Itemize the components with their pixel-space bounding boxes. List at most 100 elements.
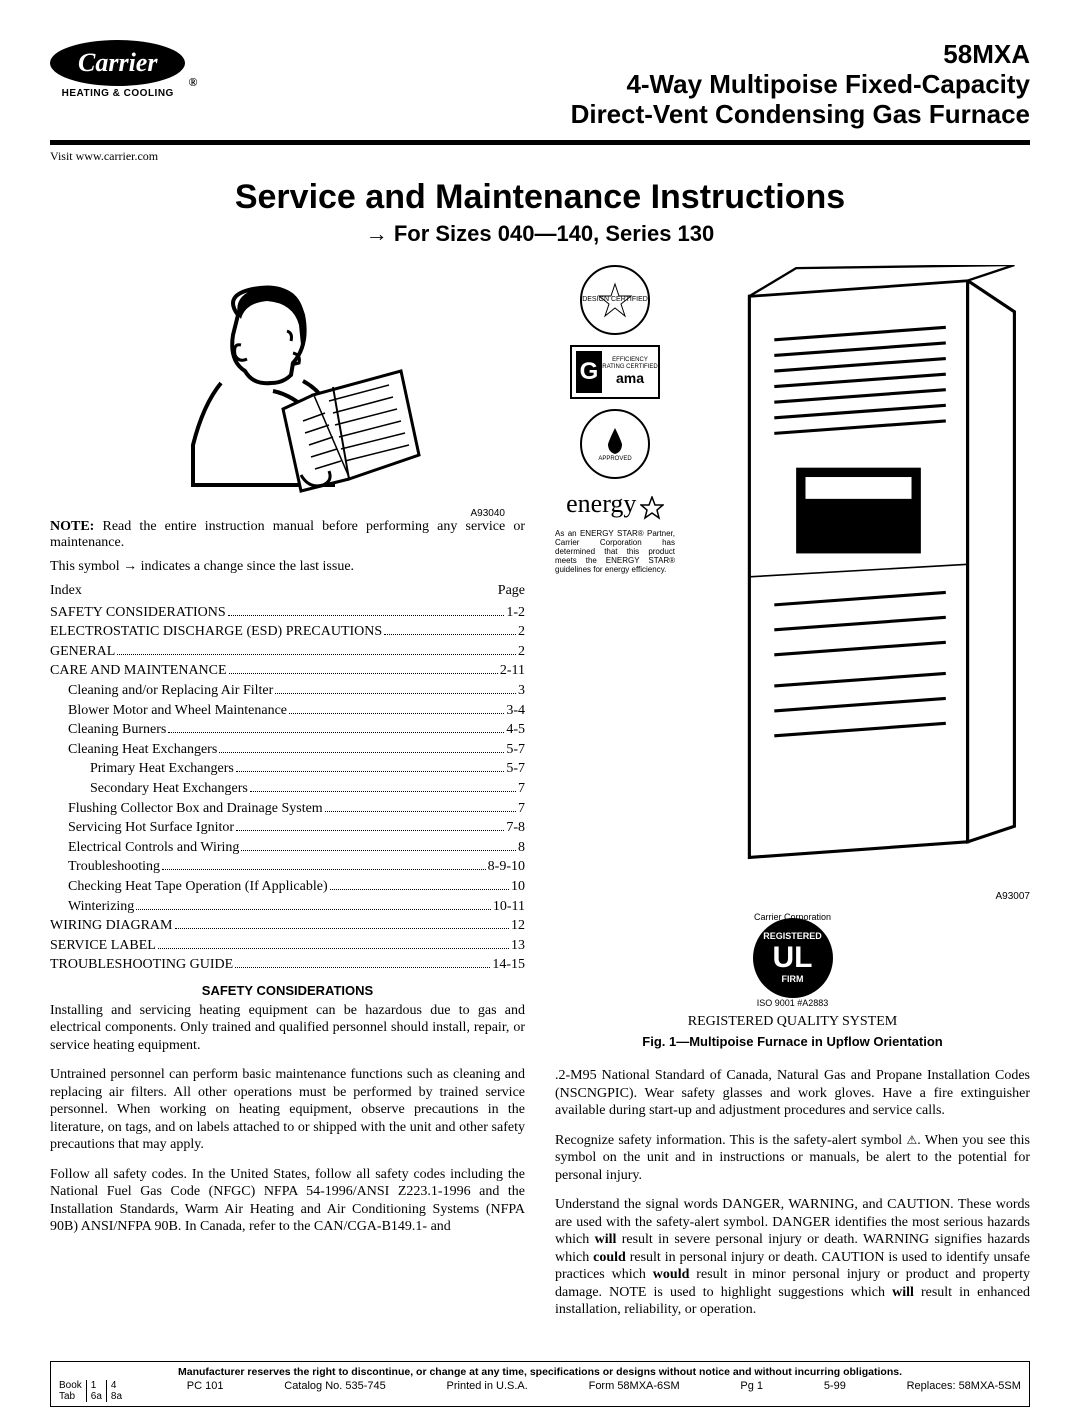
footer-disclaimer: Manufacturer reserves the right to disco… <box>59 1366 1021 1378</box>
toc-row: Primary Heat Exchangers 5-7 <box>50 759 525 779</box>
right-para-2a: Recognize safety information. This is th… <box>555 1133 906 1148</box>
toc-title: Blower Motor and Wheel Maintenance <box>68 701 287 721</box>
toc-page: 12 <box>511 916 525 936</box>
note-text: Read the entire instruction manual befor… <box>50 519 525 550</box>
toc-title: CARE AND MAINTENANCE <box>50 661 227 681</box>
toc-row: Troubleshooting8-9-10 <box>50 857 525 877</box>
toc-page: 13 <box>511 936 525 956</box>
product-line2: 4-Way Multipoise Fixed-Capacity <box>571 70 1030 100</box>
toc-title: GENERAL <box>50 642 115 662</box>
gama-g-icon: G <box>576 351 602 393</box>
footer-replaces: Replaces: 58MXA-5SM <box>907 1380 1021 1392</box>
design-certified-text: DESIGN CERTIFIED <box>582 296 648 303</box>
toc-page: 10-11 <box>493 897 525 917</box>
toc-page: 1-2 <box>506 603 525 623</box>
main-title: Service and Maintenance Instructions <box>50 178 1030 217</box>
toc-page: 8 <box>518 838 525 858</box>
product-line3: Direct-Vent Condensing Gas Furnace <box>571 100 1030 130</box>
toc-leader <box>236 820 504 831</box>
toc-row: Secondary Heat Exchangers7 <box>50 779 525 799</box>
design-certified-badge: DESIGN CERTIFIED <box>580 265 650 335</box>
gama-text: EFFICIENCY RATING CERTIFIED ama <box>602 357 658 386</box>
toc-page: 2 <box>518 622 525 642</box>
page-label: Page <box>498 583 525 599</box>
toc-page: 10 <box>511 877 525 897</box>
toc-title: Checking Heat Tape Operation (If Applica… <box>68 877 328 897</box>
header-rule <box>50 140 1030 145</box>
certification-badges: DESIGN CERTIFIED G EFFICIENCY RATING CER… <box>555 265 675 575</box>
toc-page: 14-15 <box>492 955 525 975</box>
sub-title: → For Sizes 040—140, Series 130 <box>50 221 1030 247</box>
toc-title: ELECTROSTATIC DISCHARGE (ESD) PRECAUTION… <box>50 622 382 642</box>
safety-para-2: Untrained personnel can perform basic ma… <box>50 1066 525 1154</box>
toc-page: 2 <box>518 642 525 662</box>
toc-leader <box>325 800 516 811</box>
note-label: NOTE: <box>50 519 94 534</box>
toc-row: Cleaning Heat Exchangers5-7 <box>50 740 525 760</box>
ul-arc-bottom: ISO 9001 #A2883 <box>555 998 1030 1008</box>
toc-row: SERVICE LABEL13 <box>50 936 525 956</box>
model-number: 58MXA <box>571 40 1030 70</box>
right-para-3: Understand the signal words DANGER, WARN… <box>555 1196 1030 1319</box>
footer-date: 5-99 <box>824 1380 846 1392</box>
toc-leader <box>162 859 486 870</box>
safety-para-3: Follow all safety codes. In the United S… <box>50 1166 525 1236</box>
toc-leader <box>168 722 504 733</box>
toc-leader <box>219 742 504 753</box>
toc-title: TROUBLESHOOTING GUIDE <box>50 955 233 975</box>
table-of-contents: SAFETY CONSIDERATIONS 1-2 ELECTROSTATIC DI… <box>50 603 525 975</box>
toc-title: Cleaning Heat Exchangers <box>68 740 217 760</box>
energy-star-note: As an ENERGY STAR® Partner, Carrier Corp… <box>555 530 675 574</box>
toc-page: 2-11 <box>500 661 525 681</box>
toc-row: TROUBLESHOOTING GUIDE 14-15 <box>50 955 525 975</box>
toc-page: 5-7 <box>506 759 525 779</box>
toc-leader <box>241 840 516 851</box>
ul-badge: REGISTERED UL FIRM <box>753 918 833 998</box>
brand-logo: Carrier ® HEATING & COOLING <box>50 40 185 99</box>
toc-title: Electrical Controls and Wiring <box>68 838 239 858</box>
note-paragraph: NOTE: Read the entire instruction manual… <box>50 519 525 551</box>
toc-title: Winterizing <box>68 897 134 917</box>
ul-badge-block: Carrier Corporation REGISTERED UL FIRM I… <box>555 912 1030 1008</box>
toc-leader <box>158 938 509 949</box>
toc-title: Cleaning and/or Replacing Air Filter <box>68 681 273 701</box>
ul-main: UL <box>773 941 813 975</box>
toc-leader <box>236 761 504 772</box>
visit-url: Visit www.carrier.com <box>50 149 1030 164</box>
furnace-diagram: A93007 <box>687 265 1030 903</box>
book-tab-cell: Book14 Tab6a8a <box>59 1380 126 1402</box>
toc-leader <box>289 702 504 713</box>
toc-page: 7 <box>518 799 525 819</box>
right-para-1: .2-M95 National Standard of Canada, Natu… <box>555 1067 1030 1120</box>
footer-catalog: Catalog No. 535-745 <box>284 1380 386 1392</box>
index-header: Index Page <box>50 583 525 599</box>
toc-title: WIRING DIAGRAM <box>50 916 173 936</box>
toc-title: Cleaning Burners <box>68 720 166 740</box>
toc-leader <box>175 918 510 929</box>
footer-pc: PC 101 <box>187 1380 224 1392</box>
toc-leader <box>228 604 505 615</box>
toc-row: Cleaning and/or Replacing Air Filter3 <box>50 681 525 701</box>
toc-leader <box>384 624 516 635</box>
toc-page: 3-4 <box>506 701 525 721</box>
footer-printed: Printed in U.S.A. <box>447 1380 528 1392</box>
toc-title: SAFETY CONSIDERATIONS <box>50 603 226 623</box>
toc-row: SAFETY CONSIDERATIONS 1-2 <box>50 603 525 623</box>
toc-page: 7-8 <box>506 818 525 838</box>
toc-row: Winterizing 10-11 <box>50 897 525 917</box>
footer-meta-row: Book14 Tab6a8a PC 101 Catalog No. 535-74… <box>59 1380 1021 1402</box>
registered-mark: ® <box>189 75 198 90</box>
toc-page: 7 <box>518 779 525 799</box>
toc-page: 4-5 <box>506 720 525 740</box>
toc-page: 8-9-10 <box>488 857 525 877</box>
furnace-code: A93007 <box>687 891 1030 902</box>
brand-name: Carrier <box>78 48 157 77</box>
toc-row: Checking Heat Tape Operation (If Applica… <box>50 877 525 897</box>
symbol-note: This symbol → indicates a change since t… <box>50 559 525 575</box>
two-column-layout: A93040 NOTE: Read the entire instruction… <box>50 265 1030 1331</box>
footer-box: Manufacturer reserves the right to disco… <box>50 1361 1030 1407</box>
toc-row: Servicing Hot Surface Ignitor7-8 <box>50 818 525 838</box>
toc-title: Primary Heat Exchangers <box>90 759 234 779</box>
approved-text: APPROVED <box>598 456 631 462</box>
gama-badge: G EFFICIENCY RATING CERTIFIED ama <box>570 345 660 399</box>
